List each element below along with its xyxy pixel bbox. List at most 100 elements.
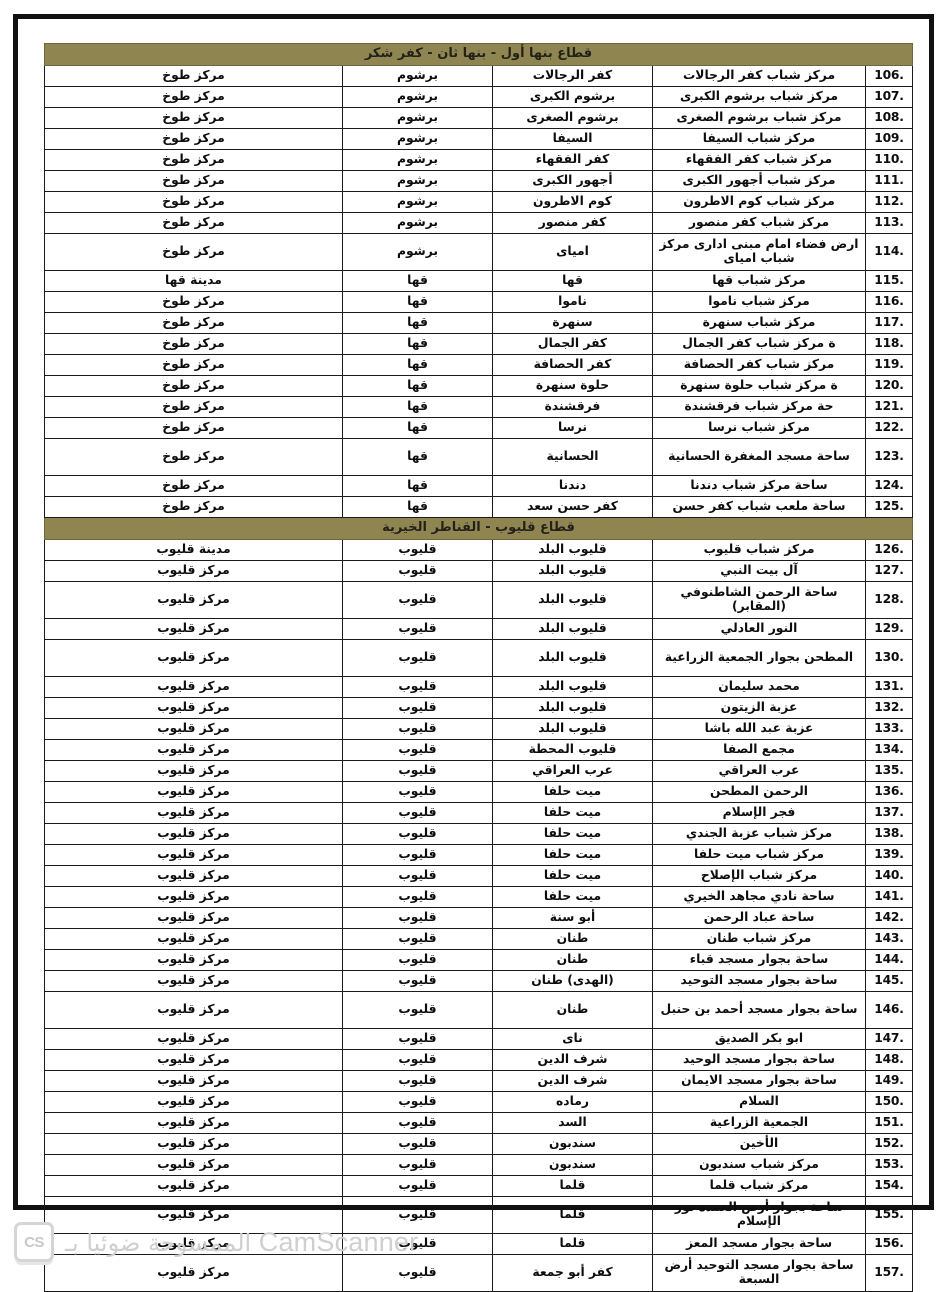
table-row: 111. مركز شباب أجهور الكبرى أجهور الكبرى بر… bbox=[44, 170, 913, 192]
table-row: 132. عزبة الزيتون قليوب البلد قليوب مركز قلي… bbox=[44, 697, 913, 719]
village-cell: طنان bbox=[492, 928, 653, 950]
table-row: 150. السلام رماده قليوب مركز قليوب bbox=[44, 1091, 913, 1113]
facility-name-cell: ساحة بجوار مسجد قباء bbox=[652, 949, 866, 971]
village-cell: عرب العراقي bbox=[492, 760, 653, 782]
village-cell: كفر حسن سعد bbox=[492, 496, 653, 518]
administration-cell: مركز طوخ bbox=[44, 438, 343, 476]
village-cell: ميت حلفا bbox=[492, 823, 653, 845]
row-number-cell: 135. bbox=[865, 760, 913, 782]
table-row: 155. ساحة بجوار أرض العمدة نور الإسلام قلم… bbox=[44, 1196, 913, 1234]
administration-cell: مركز قليوب bbox=[44, 1133, 343, 1155]
village-cell: السيفا bbox=[492, 128, 653, 150]
facility-name-cell: مركز شباب كفر الفقهاء bbox=[652, 149, 866, 171]
administration-cell: مركز طوخ bbox=[44, 396, 343, 418]
table-row: 145. ساحة بجوار مسجد التوحيد (الهدى) طنان ق… bbox=[44, 970, 913, 992]
table-row: 143. مركز شباب طنان طنان قليوب مركز قليوب bbox=[44, 928, 913, 950]
administration-cell: مركز طوخ bbox=[44, 65, 343, 87]
table-row: 146. ساحة بجوار مسجد أحمد بن حنبل طنان قليو… bbox=[44, 991, 913, 1029]
row-number-cell: 118. bbox=[865, 333, 913, 355]
administration-cell: مركز قليوب bbox=[44, 865, 343, 887]
row-number-cell: 112. bbox=[865, 191, 913, 213]
facility-name-cell: مركز شباب الإصلاح bbox=[652, 865, 866, 887]
markaz-cell: قها bbox=[342, 375, 493, 397]
village-cell: ميت حلفا bbox=[492, 781, 653, 803]
facility-name-cell: مركز شباب سنهرة bbox=[652, 312, 866, 334]
facility-name-cell: عرب العراقي bbox=[652, 760, 866, 782]
administration-cell: مركز طوخ bbox=[44, 496, 343, 518]
administration-cell: مركز قليوب bbox=[44, 1112, 343, 1134]
village-cell: قليوب المحطة bbox=[492, 739, 653, 761]
markaz-cell: قها bbox=[342, 291, 493, 313]
row-number-cell: 151. bbox=[865, 1112, 913, 1134]
village-cell: قلما bbox=[492, 1233, 653, 1255]
administration-cell: مركز قليوب bbox=[44, 560, 343, 582]
table-row: 126. مركز شباب قليوب قليوب البلد قليوب مدينة… bbox=[44, 539, 913, 561]
markaz-cell: قليوب bbox=[342, 907, 493, 929]
village-cell: كفر الرجالات bbox=[492, 65, 653, 87]
village-cell: (الهدى) طنان bbox=[492, 970, 653, 992]
facility-name-cell: ارض فضاء امام مبنى ادارى مركز شباب امياى bbox=[652, 233, 866, 271]
administration-cell: مركز طوخ bbox=[44, 475, 343, 497]
row-number-cell: 119. bbox=[865, 354, 913, 376]
facility-name-cell: ساحة بجوار مسجد الايمان bbox=[652, 1070, 866, 1092]
row-number-cell: 156. bbox=[865, 1233, 913, 1255]
village-cell: أبو سنة bbox=[492, 907, 653, 929]
administration-cell: مدينة قها bbox=[44, 270, 343, 292]
administration-cell: مركز طوخ bbox=[44, 191, 343, 213]
table-row: 119. مركز شباب كفر الحصافة كفر الحصافة قها م… bbox=[44, 354, 913, 376]
facility-name-cell: الأخين bbox=[652, 1133, 866, 1155]
administration-cell: مركز قليوب bbox=[44, 697, 343, 719]
village-cell: سندبون bbox=[492, 1154, 653, 1176]
markaz-cell: قها bbox=[342, 312, 493, 334]
row-number-cell: 149. bbox=[865, 1070, 913, 1092]
administration-cell: مركز قليوب bbox=[44, 718, 343, 740]
village-cell: شرف الدين bbox=[492, 1070, 653, 1092]
table-row: 112. مركز شباب كوم الاطرون كوم الاطرون برشو… bbox=[44, 191, 913, 213]
administration-cell: مركز قليوب bbox=[44, 739, 343, 761]
table-row: 117. مركز شباب سنهرة سنهرة قها مركز طوخ bbox=[44, 312, 913, 334]
row-number-cell: 155. bbox=[865, 1196, 913, 1234]
village-cell: قلما bbox=[492, 1196, 653, 1234]
facility-name-cell: مركز شباب أجهور الكبرى bbox=[652, 170, 866, 192]
markaz-cell: قليوب bbox=[342, 676, 493, 698]
table-row: 106. مركز شباب كفر الرجالات كفر الرجالات بر… bbox=[44, 65, 913, 87]
facility-name-cell: محمد سليمان bbox=[652, 676, 866, 698]
village-cell: كفر أبو جمعة bbox=[492, 1254, 653, 1292]
table-row: 151. الجمعية الزراعية السد قليوب مركز قليوب bbox=[44, 1112, 913, 1134]
markaz-cell: برشوم bbox=[342, 128, 493, 150]
facility-name-cell: مركز شباب نرسا bbox=[652, 417, 866, 439]
administration-cell: مركز قليوب bbox=[44, 1091, 343, 1113]
village-cell: قليوب البلد bbox=[492, 539, 653, 561]
table-row: 118. ة مركز شباب كفر الجمال كفر الجمال قها م… bbox=[44, 333, 913, 355]
village-cell: فرقشندة bbox=[492, 396, 653, 418]
facility-name-cell: مركز شباب قها bbox=[652, 270, 866, 292]
table-row: 128. ساحة الرحمن الشاطنوفي (المقابر) قليوب… bbox=[44, 581, 913, 619]
facility-name-cell: عزبة الزيتون bbox=[652, 697, 866, 719]
administration-cell: مركز قليوب bbox=[44, 823, 343, 845]
markaz-cell: برشوم bbox=[342, 149, 493, 171]
facility-name-cell: ساحة بجوار مسجد المعز bbox=[652, 1233, 866, 1255]
village-cell: ناموا bbox=[492, 291, 653, 313]
row-number-cell: 140. bbox=[865, 865, 913, 887]
facility-name-cell: فجر الإسلام bbox=[652, 802, 866, 824]
markaz-cell: برشوم bbox=[342, 86, 493, 108]
administration-cell: مركز قليوب bbox=[44, 1028, 343, 1050]
row-number-cell: 147. bbox=[865, 1028, 913, 1050]
table-row: 133. عزبة عبد الله باشا قليوب البلد قليوب مر… bbox=[44, 718, 913, 740]
facility-name-cell: النور العادلي bbox=[652, 618, 866, 640]
facility-name-cell: مركز شباب طنان bbox=[652, 928, 866, 950]
facility-name-cell: مركز شباب كفر الرجالات bbox=[652, 65, 866, 87]
facility-name-cell: مركز شباب السيفا bbox=[652, 128, 866, 150]
markaz-cell: قليوب bbox=[342, 1070, 493, 1092]
village-cell: كفر الجمال bbox=[492, 333, 653, 355]
facility-name-cell: مركز شباب كوم الاطرون bbox=[652, 191, 866, 213]
facility-name-cell: مركز شباب ميت حلفا bbox=[652, 844, 866, 866]
markaz-cell: قليوب bbox=[342, 802, 493, 824]
village-cell: قليوب البلد bbox=[492, 676, 653, 698]
row-number-cell: 116. bbox=[865, 291, 913, 313]
facility-name-cell: مركز شباب قليوب bbox=[652, 539, 866, 561]
table-row: 109. مركز شباب السيفا السيفا برشوم مركز طوخ bbox=[44, 128, 913, 150]
village-cell: قلما bbox=[492, 1175, 653, 1197]
table-container: قطاع بنها أول - بنها ثان - كفر شكر 106. مر… bbox=[44, 43, 913, 1292]
village-cell: كفر الحصافة bbox=[492, 354, 653, 376]
